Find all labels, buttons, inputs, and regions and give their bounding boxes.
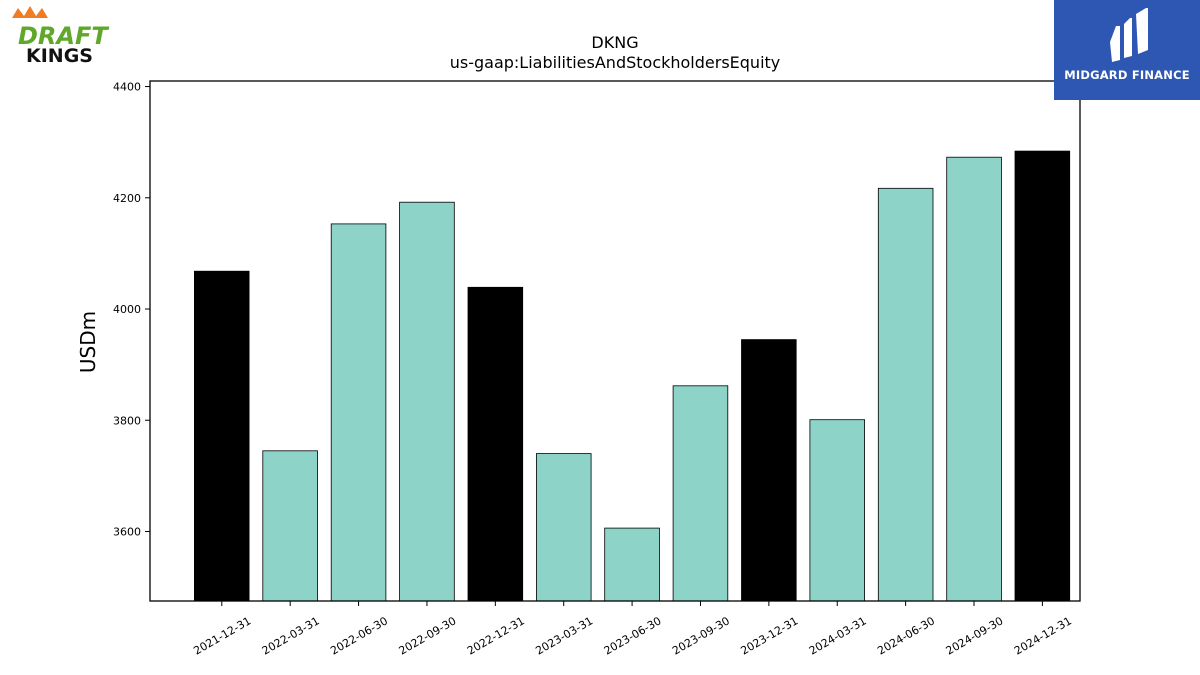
bar-2021-12-31 xyxy=(193,270,250,602)
x-tick-label: 2023-12-31 xyxy=(738,614,800,657)
plot-frame xyxy=(149,80,1081,602)
y-tick-label: 3600 xyxy=(113,525,141,538)
x-tick-label: 2023-06-30 xyxy=(602,614,664,657)
bar-2024-06-30 xyxy=(877,187,934,602)
y-axis-label: USDm xyxy=(76,311,100,373)
y-tick-label: 4400 xyxy=(113,81,141,94)
chart-subtitle: us-gaap:LiabilitiesAndStockholdersEquity xyxy=(450,53,781,72)
bar-2023-12-31 xyxy=(741,339,797,602)
logo-midgard-text: MIDGARD FINANCE xyxy=(1064,68,1190,82)
x-tick-label: 2022-09-30 xyxy=(397,614,459,657)
x-tick-label: 2022-06-30 xyxy=(328,614,390,657)
y-tick-label: 4200 xyxy=(113,192,141,205)
bar-2023-03-31 xyxy=(536,453,592,602)
x-tick-label: 2024-12-31 xyxy=(1012,614,1074,657)
logo-kings-text: KINGS xyxy=(26,45,93,67)
x-tick-label: 2023-03-31 xyxy=(533,614,595,657)
x-tick-label: 2021-12-31 xyxy=(191,614,253,657)
y-tick-label: 4000 xyxy=(113,303,141,316)
bar-2023-06-30 xyxy=(604,527,660,602)
bar-2023-09-30 xyxy=(672,385,729,602)
bar-2022-03-31 xyxy=(262,450,318,602)
x-tick-label: 2024-06-30 xyxy=(875,614,937,657)
bar-2022-09-30 xyxy=(399,201,455,602)
bar-2024-09-30 xyxy=(946,156,1002,602)
bar-2022-12-31 xyxy=(467,286,524,602)
x-tick-label: 2024-03-31 xyxy=(807,614,869,657)
x-tick-label: 2023-09-30 xyxy=(670,614,732,657)
x-tick-label: 2024-09-30 xyxy=(944,614,1006,657)
logo-draft-text: DRAFT xyxy=(18,22,109,50)
y-tick-label: 3800 xyxy=(113,414,141,427)
bar-2022-06-30 xyxy=(330,223,387,602)
midgard-finance-logo: MIDGARD FINANCE xyxy=(1054,0,1200,100)
bar-2024-12-31 xyxy=(1014,150,1071,602)
x-tick-label: 2022-03-31 xyxy=(260,614,322,657)
bar-2024-03-31 xyxy=(809,419,866,602)
x-tick-label: 2022-12-31 xyxy=(465,614,527,657)
draftkings-logo: DRAFT KINGS xyxy=(4,4,122,68)
chart-title: DKNG xyxy=(591,33,638,52)
